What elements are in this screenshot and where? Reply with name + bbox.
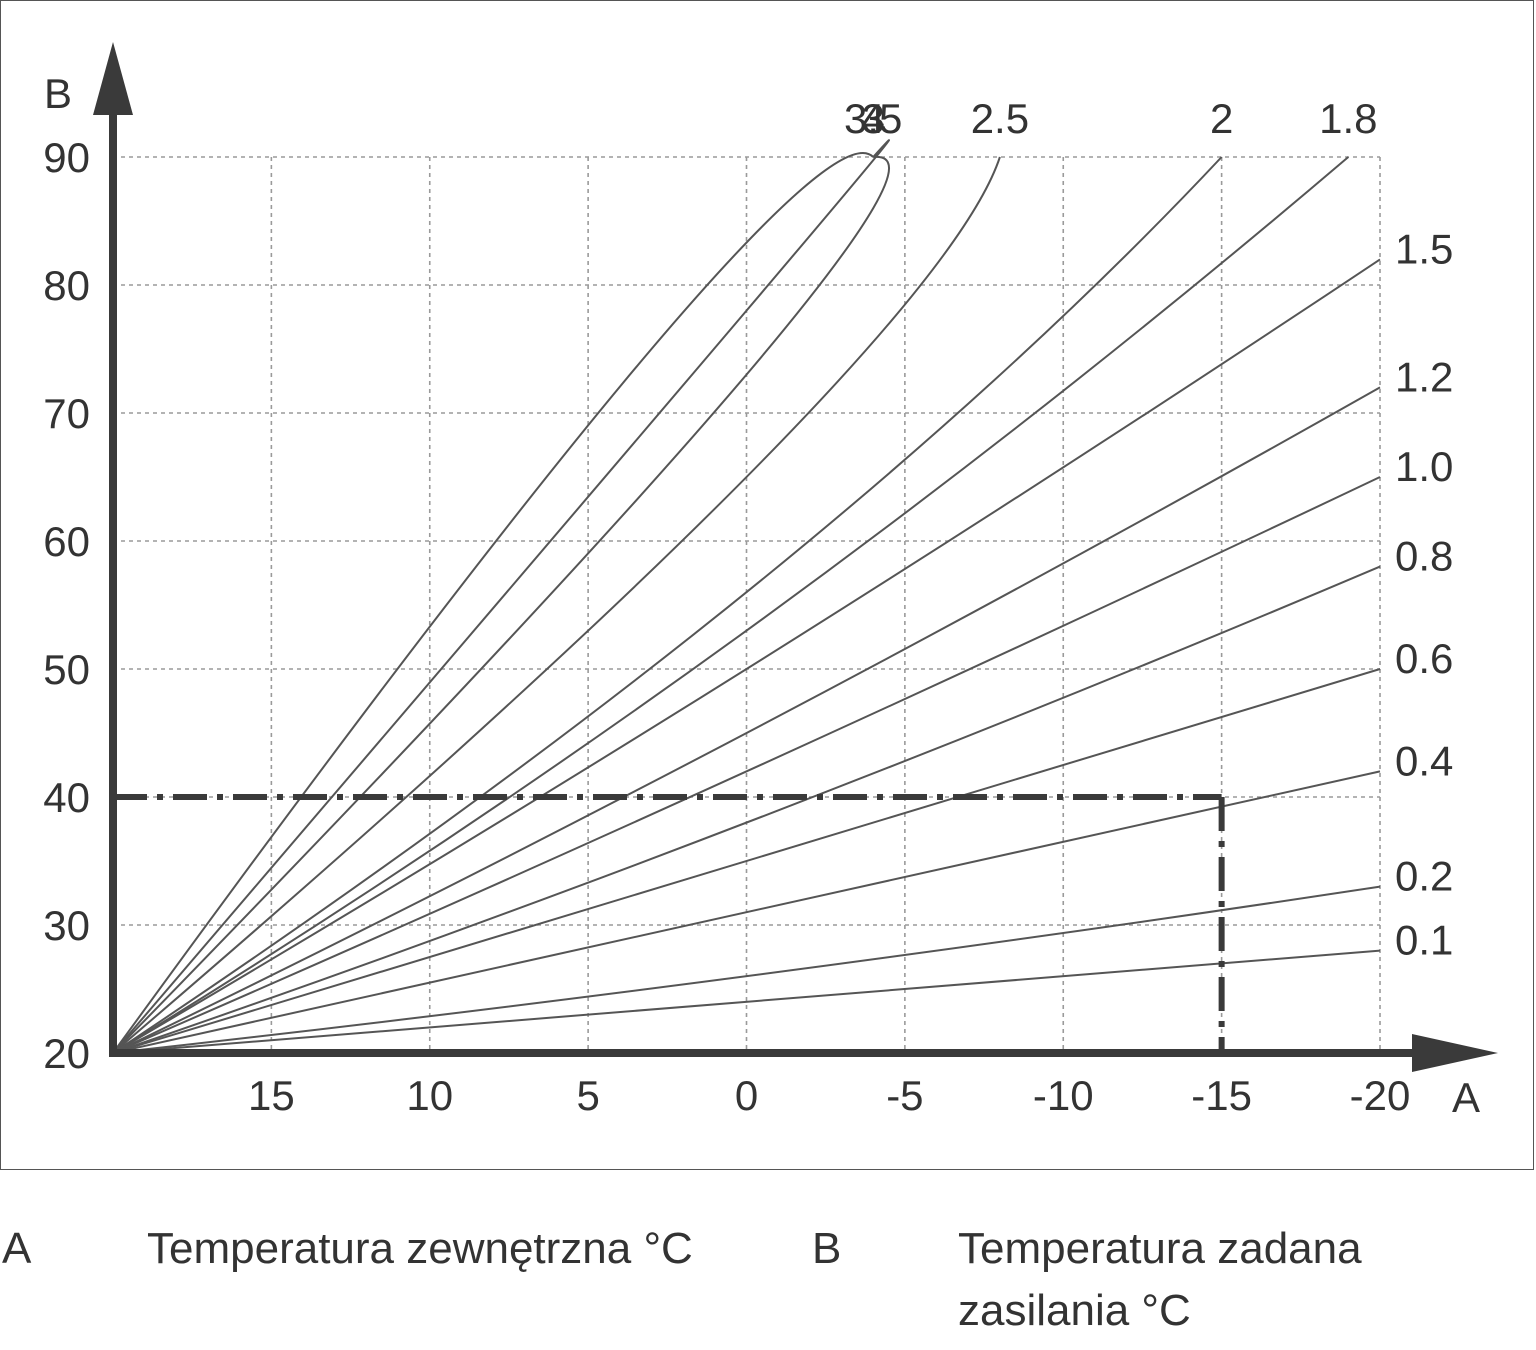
- reference-lines: [113, 794, 1225, 1053]
- x-tick-label: 10: [406, 1072, 453, 1119]
- chart-frame: [0, 0, 1534, 1170]
- heating-curve-3.5: [112, 139, 890, 1054]
- curve-label-0.4: 0.4: [1395, 737, 1453, 784]
- y-tick-label: 90: [43, 134, 90, 181]
- heating-curve-4: [112, 152, 874, 1054]
- heating-curve-1.0: [112, 476, 1381, 1054]
- curve-label-0.1: 0.1: [1395, 917, 1453, 964]
- axes: [93, 42, 1498, 1072]
- curve-label-1.0: 1.0: [1395, 443, 1453, 490]
- legend-b-text: Temperatura zadana zasilania °C: [958, 1224, 1362, 1335]
- y-tick-label: 70: [43, 390, 90, 437]
- heating-curve-0.1: [112, 949, 1381, 1054]
- heating-curves: [112, 139, 1381, 1054]
- heating-curve-0.2: [112, 885, 1381, 1054]
- x-tick-label: -20: [1350, 1072, 1411, 1119]
- y-tick-label: 60: [43, 518, 90, 565]
- legend-b-key: B: [812, 1224, 842, 1273]
- y-axis-letter: B: [44, 70, 72, 117]
- heating-curve-0.4: [112, 770, 1381, 1054]
- y-axis-arrow: [93, 42, 133, 115]
- legend-a-text: Temperatura zewnętrzna °C: [147, 1224, 693, 1273]
- heating-curve-2: [112, 156, 1223, 1054]
- curve-label-3.5: 3.5: [844, 95, 902, 142]
- heating-curve-3: [112, 155, 890, 1054]
- grid: [113, 156, 1381, 1053]
- curve-label-2.5: 2.5: [971, 95, 1029, 142]
- heating-curve-0.6: [112, 668, 1381, 1054]
- heating-curve-0.8: [112, 565, 1381, 1054]
- y-tick-label: 20: [43, 1030, 90, 1077]
- heating-curve-1.2: [112, 386, 1381, 1054]
- y-tick-label: 80: [43, 262, 90, 309]
- x-axis-letter: A: [1452, 1074, 1480, 1121]
- heating-curve-1.8: [112, 156, 1349, 1054]
- y-tick-label: 50: [43, 646, 90, 693]
- x-axis-arrow: [1412, 1034, 1498, 1072]
- curve-label-3: 3: [862, 95, 885, 142]
- heating-curve-1.5: [112, 258, 1381, 1054]
- curve-label-4: 4: [862, 95, 885, 142]
- x-tick-label: 0: [735, 1072, 758, 1119]
- x-tick-label: -10: [1033, 1072, 1094, 1119]
- legend-a-key: A: [2, 1224, 32, 1273]
- curve-label-2: 2: [1210, 95, 1233, 142]
- curve-label-0.6: 0.6: [1395, 635, 1453, 682]
- x-tick-label: -5: [886, 1072, 923, 1119]
- y-tick-label: 30: [43, 902, 90, 949]
- curve-label-1.5: 1.5: [1395, 225, 1453, 272]
- curve-label-0.2: 0.2: [1395, 853, 1453, 900]
- heating-curve-2.5: [112, 156, 1001, 1054]
- curve-label-1.8: 1.8: [1319, 95, 1377, 142]
- x-tick-label: 15: [248, 1072, 295, 1119]
- curve-label-1.2: 1.2: [1395, 353, 1453, 400]
- curve-label-0.8: 0.8: [1395, 533, 1453, 580]
- y-tick-label: 40: [43, 774, 90, 821]
- x-tick-label: 5: [576, 1072, 599, 1119]
- x-tick-label: -15: [1191, 1072, 1252, 1119]
